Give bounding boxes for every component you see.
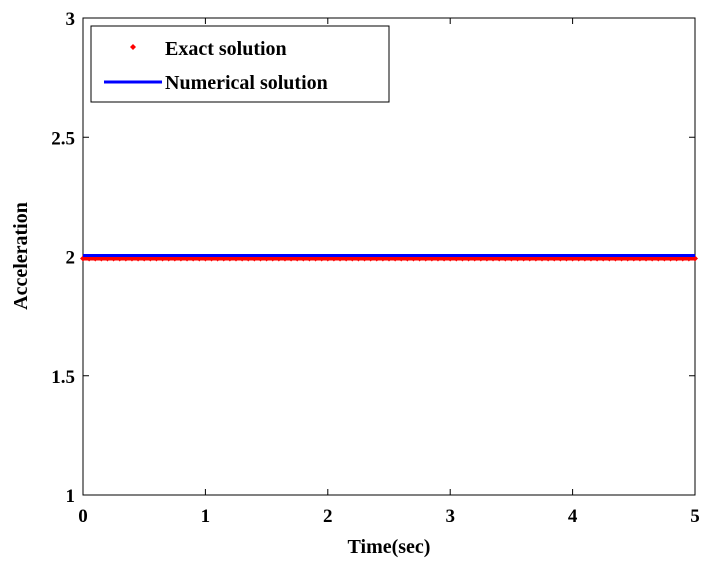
legend-exact-label: Exact solution (165, 38, 287, 60)
legend-box (90, 25, 390, 103)
legend-exact-marker-shape (130, 44, 136, 50)
y-tick-label: 2 (66, 248, 76, 269)
x-tick-label: 2 (323, 506, 333, 527)
y-tick-label: 3 (66, 9, 76, 30)
y-axis-label: Acceleration (10, 202, 32, 310)
x-tick-label: 4 (568, 506, 578, 527)
axis-ticks: 0 1 2 3 4 511.522.53 (51, 9, 700, 527)
x-axis-label: Time(sec) (348, 536, 431, 558)
y-tick-label: 1 (66, 486, 76, 507)
y-tick-label: 2.5 (51, 128, 75, 149)
legend: Exact solution Numerical solution (90, 25, 390, 103)
series-layer (80, 254, 698, 262)
x-tick-label: 0 (78, 506, 88, 527)
legend-numerical-label: Numerical solution (165, 72, 328, 94)
y-tick-label: 1.5 (51, 367, 75, 388)
legend-exact-marker-icon (130, 44, 136, 50)
x-tick-label: 1 (201, 506, 211, 527)
x-tick-label: 3 (445, 506, 455, 527)
x-tick-label: 5 (690, 506, 700, 527)
